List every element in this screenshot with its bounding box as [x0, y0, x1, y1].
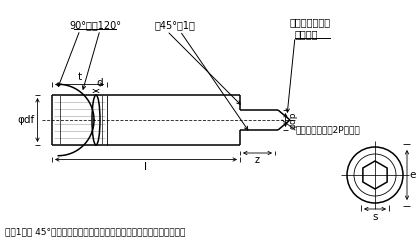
Text: e: e	[409, 170, 415, 180]
Text: 付ける。: 付ける。	[295, 29, 318, 39]
Text: s: s	[372, 212, 378, 222]
Text: φdf: φdf	[18, 115, 35, 125]
Text: わずかの丸みを: わずかの丸みを	[290, 17, 331, 27]
Text: 注（1）　 45°の角度は、おねじの谷の径より下の傾斜部に適用する。: 注（1） 45°の角度は、おねじの谷の径より下の傾斜部に適用する。	[5, 228, 185, 236]
Text: d: d	[97, 78, 103, 88]
Text: l: l	[144, 162, 147, 172]
Text: 不完全ねじ部（2P以下）: 不完全ねじ部（2P以下）	[295, 126, 360, 134]
Text: φdp: φdp	[288, 111, 297, 129]
Text: 90°又は120°: 90°又は120°	[69, 20, 121, 30]
Text: z: z	[255, 155, 260, 165]
Text: 絀45°（1）: 絀45°（1）	[155, 20, 195, 30]
Text: t: t	[77, 72, 81, 82]
